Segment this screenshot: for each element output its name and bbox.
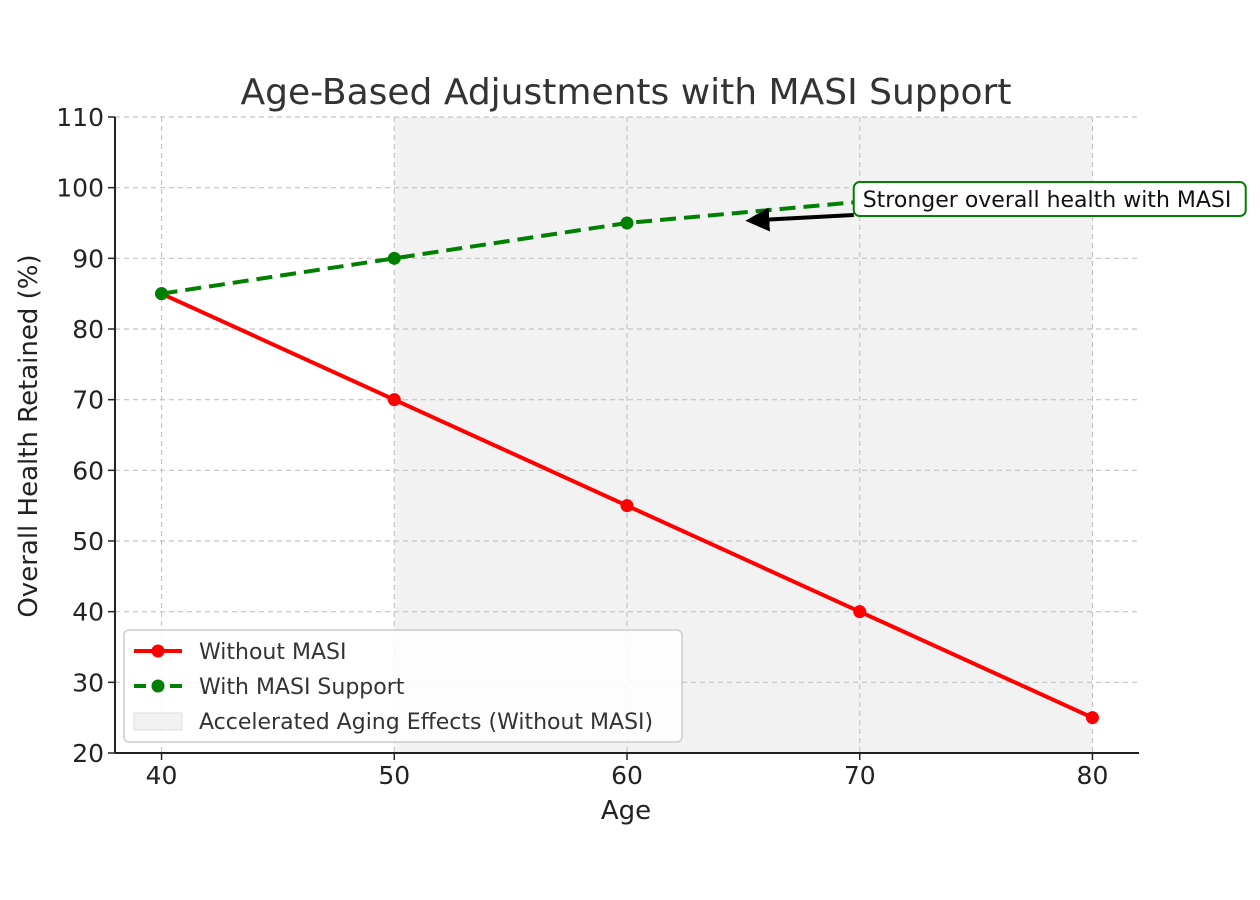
legend-swatch-shaded — [133, 712, 183, 731]
legend-marker-series-2 — [151, 679, 165, 693]
y-tick-label: 50 — [72, 527, 104, 556]
annotation-box — [852, 181, 1247, 218]
legend-label-shaded: Accelerated Aging Effects (Without MASI) — [199, 710, 653, 735]
x-axis-label: Age — [601, 796, 651, 826]
series-1-point — [1085, 711, 1099, 725]
x-tick-label: 40 — [146, 761, 178, 790]
series-2-point — [155, 287, 169, 301]
y-axis-label: Overall Health Retained (%) — [14, 254, 44, 617]
legend-marker-series-1 — [151, 644, 165, 658]
series-1-point — [620, 499, 634, 513]
series-line-2 — [161, 199, 860, 296]
chart-title: Age-Based Adjustments with MASI Support — [241, 72, 1012, 113]
series-1-point — [853, 605, 867, 619]
y-tick-label: 90 — [72, 244, 104, 273]
legend-box — [123, 629, 683, 743]
annotation-text: Stronger overall health with MASI — [863, 188, 1232, 213]
y-tick-label: 60 — [72, 456, 104, 485]
y-tick-label: 70 — [72, 386, 104, 415]
series-2-point — [387, 251, 401, 265]
x-tick-label: 50 — [378, 761, 410, 790]
y-tick-label: 110 — [56, 103, 104, 132]
y-tick-label: 30 — [72, 668, 104, 697]
series-2-point — [620, 216, 634, 230]
x-tick-label: 60 — [611, 761, 643, 790]
annotation-arrow — [745, 207, 854, 232]
x-tick-label: 70 — [844, 761, 876, 790]
y-tick-label: 80 — [72, 315, 104, 344]
x-tick-label: 80 — [1077, 761, 1109, 790]
series-1-point — [387, 393, 401, 407]
legend-label-series-1: Without MASI — [199, 640, 346, 665]
y-tick-label: 40 — [72, 598, 104, 627]
y-tick-label: 20 — [72, 739, 104, 768]
legend-label-series-2: With MASI Support — [199, 675, 405, 700]
y-tick-label: 100 — [56, 174, 104, 203]
